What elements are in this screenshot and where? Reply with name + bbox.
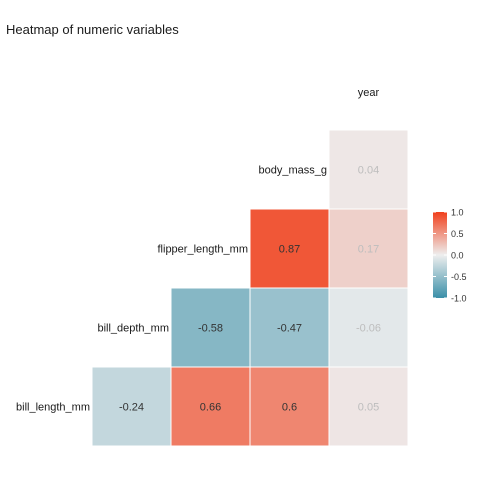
cell-value-label: 0.6 [282, 402, 297, 414]
heatmap-cell [249, 208, 330, 289]
legend-tick-label: -0.5 [451, 272, 467, 282]
heatmap-cell [170, 287, 251, 368]
cell-value-label: -0.06 [356, 323, 381, 335]
cell-value-label: -0.24 [119, 402, 144, 414]
legend-colorbar [433, 212, 447, 298]
color-legend: 1.0 0.5 0.0 -0.5 -1.0 [433, 208, 467, 304]
cell-value-label: 0.05 [358, 402, 379, 414]
variable-label: flipper_length_mm [158, 244, 249, 256]
cell-value-label: 0.66 [200, 402, 221, 414]
heatmap-cell [328, 366, 409, 447]
cell-value-label: 0.87 [279, 244, 300, 256]
heatmap-cell [328, 208, 409, 289]
variable-label: year [358, 87, 380, 99]
heatmap-cells: -0.24 0.66 0.6 0.05 -0.58 -0.47 -0.06 0.87 0.17 0… [91, 129, 409, 447]
legend-tick-label: -1.0 [451, 294, 467, 304]
heatmap-cell [328, 129, 409, 210]
cell-value-label: 0.17 [358, 244, 379, 256]
legend-tick-label: 1.0 [451, 208, 464, 218]
heatmap-cell [170, 366, 251, 447]
cell-value-label: -0.47 [277, 323, 302, 335]
variable-labels: bill_length_mm bill_depth_mm flipper_lengt… [16, 87, 380, 414]
heatmap-cell [328, 287, 409, 368]
cell-value-label: -0.58 [198, 323, 223, 335]
legend-tick-label: 0.5 [451, 229, 464, 239]
variable-label: bill_length_mm [16, 402, 90, 414]
cell-value-label: 0.04 [358, 165, 379, 177]
variable-label: body_mass_g [259, 165, 328, 177]
legend-tick-label: 0.0 [451, 251, 464, 261]
variable-label: bill_depth_mm [97, 323, 169, 335]
heatmap-cell [249, 287, 330, 368]
chart-title: Heatmap of numeric variables [6, 22, 179, 37]
